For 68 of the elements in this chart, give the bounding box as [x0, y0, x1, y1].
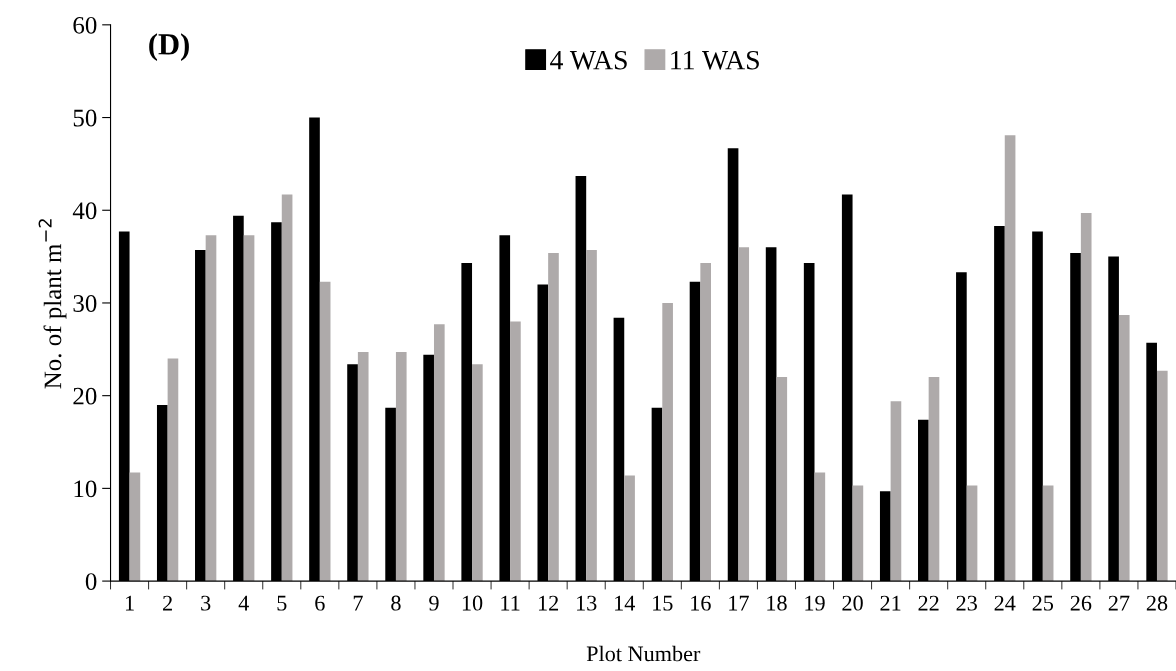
- bar: [928, 377, 940, 582]
- bar: [1004, 135, 1016, 582]
- x-tick-label: 3: [201, 595, 211, 611]
- bar: [586, 250, 597, 582]
- x-axis-title: Plot Number: [586, 645, 701, 662]
- x-tick-label: 15: [653, 595, 673, 611]
- bar: [700, 263, 711, 582]
- bar: [129, 472, 141, 582]
- x-tick-label: 16: [691, 595, 711, 611]
- y-tick-label: 10: [74, 480, 97, 498]
- y-tick-label: 0: [85, 573, 97, 591]
- bar: [1118, 315, 1130, 582]
- x-tick-label: 4: [238, 595, 249, 611]
- x-tick-label: 5: [277, 595, 287, 611]
- bar: [852, 485, 864, 582]
- x-tick-label: 1: [125, 595, 134, 611]
- y-tick-label: 20: [73, 387, 97, 405]
- chart-title: (D): [149, 33, 189, 61]
- x-tick-label: 26: [1070, 595, 1092, 611]
- x-tick-label: 24: [994, 595, 1016, 611]
- bar: [776, 377, 788, 582]
- bar: [319, 281, 331, 582]
- bar: [510, 321, 521, 582]
- y-tick-label: 50: [73, 109, 97, 127]
- x-tick-label: 2: [163, 595, 172, 611]
- x-tick-label: 6: [315, 595, 325, 611]
- bar: [1042, 485, 1054, 582]
- x-tick-label: 19: [805, 595, 825, 611]
- x-tick-label: 8: [391, 595, 401, 611]
- bar: [738, 247, 750, 582]
- bar: [433, 324, 445, 582]
- x-tick-label: 11: [501, 595, 520, 611]
- x-tick-label: 14: [615, 595, 636, 611]
- x-tick-label: 25: [1032, 595, 1054, 611]
- x-tick-label: 17: [729, 595, 749, 611]
- bar: [357, 352, 369, 582]
- x-tick-label: 10: [462, 595, 483, 611]
- bar: [243, 235, 255, 582]
- x-tick-label: 9: [429, 595, 439, 611]
- bar: [395, 352, 407, 582]
- bar: [548, 252, 559, 582]
- y-axis-title: No. of plant m$^{−2}$: [38, 219, 67, 389]
- bar: [662, 302, 673, 582]
- x-tick-label: 13: [577, 595, 597, 611]
- legend-label: 11 WAS: [671, 50, 759, 70]
- bar: [1080, 213, 1092, 582]
- x-tick-label: 12: [538, 595, 559, 611]
- x-tick-label: 23: [956, 595, 977, 611]
- bar: [167, 358, 179, 582]
- x-tick-label: 20: [842, 595, 863, 611]
- bar: [1156, 370, 1168, 582]
- y-tick-label: 30: [73, 295, 97, 312]
- x-tick-label: 21: [880, 595, 901, 611]
- x-tick-label: 22: [918, 595, 939, 611]
- x-tick-label: 18: [767, 595, 787, 611]
- y-tick-label: 60: [73, 16, 97, 34]
- legend-label: 4 WAS: [550, 50, 627, 70]
- bar: [814, 472, 826, 582]
- y-tick-label: 40: [72, 202, 97, 220]
- bar: [205, 235, 217, 582]
- bar: [966, 485, 978, 582]
- x-tick-label: 27: [1108, 595, 1130, 611]
- bar: [624, 475, 635, 582]
- x-tick-label: 28: [1146, 595, 1168, 611]
- bar: [281, 194, 293, 582]
- x-tick-label: 7: [353, 595, 363, 611]
- bar: [890, 401, 902, 582]
- bar: [472, 364, 483, 582]
